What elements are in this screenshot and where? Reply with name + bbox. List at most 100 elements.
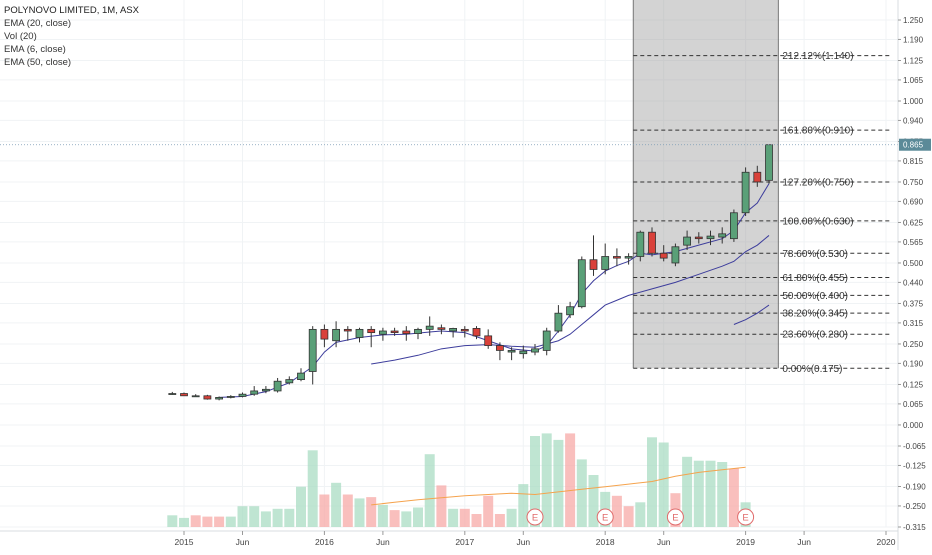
candle-body <box>250 390 259 395</box>
y-tick-label: 0.315 <box>903 319 924 328</box>
x-axis[interactable]: 2015 Jun 2016 Jun 2017 Jun 2018 Jun 2019 Jun 2020 <box>0 530 898 547</box>
candle-body <box>343 328 352 332</box>
volume-bar <box>448 508 459 527</box>
candle-body <box>694 236 703 240</box>
y-tick-label: -0.125 <box>903 461 926 470</box>
candles <box>168 144 773 401</box>
candle-body <box>554 312 563 332</box>
volume-bar <box>506 508 517 527</box>
y-tick-label: 0.125 <box>903 380 924 389</box>
earnings-marker[interactable] <box>666 508 684 526</box>
legend-vol-20[interactable]: Vol (20) <box>4 31 37 42</box>
candle-body <box>355 328 364 338</box>
volume-bar <box>658 442 669 527</box>
volume-bar <box>682 456 693 527</box>
chart-title[interactable]: POLYNOVO LIMITED, 1M, ASX <box>4 5 139 16</box>
volume-bar <box>635 502 646 527</box>
y-tick-label: 1.250 <box>903 16 924 25</box>
volume-bar <box>179 517 189 527</box>
fibonacci-extension[interactable]: 212.12%(1.140) 161.80%(0.910) 127.20%(0.75… <box>632 0 890 375</box>
volume-bar <box>284 508 295 527</box>
volume-bar <box>214 516 225 527</box>
earnings-marker[interactable] <box>737 508 755 526</box>
candle-body <box>320 328 329 340</box>
volume-bar <box>377 504 388 527</box>
candle-body <box>589 259 598 270</box>
candle-body <box>765 144 773 181</box>
candle-body <box>449 328 458 332</box>
volume-bar <box>413 507 423 527</box>
candle-body <box>613 256 621 259</box>
volume-bar <box>401 511 412 527</box>
volume-bar <box>494 514 505 527</box>
volume-bar <box>296 486 306 527</box>
volume-bar <box>319 494 330 527</box>
candle-body <box>378 330 387 335</box>
fib-level-label: 50.00%(0.400) <box>782 291 848 302</box>
candle-body <box>531 348 539 353</box>
grid-lines <box>0 0 898 528</box>
y-tick-label: 0.000 <box>903 421 924 430</box>
y-tick-label: -0.250 <box>903 502 926 511</box>
candle-body <box>238 393 247 397</box>
volume-bar <box>424 454 435 527</box>
ema-line <box>733 304 770 325</box>
candle-body <box>495 345 504 351</box>
candle-body <box>718 233 727 238</box>
candle-body <box>285 379 294 384</box>
volume-bar <box>647 437 657 527</box>
volume-bar <box>588 475 599 527</box>
x-tick-label: Jun <box>516 537 530 547</box>
volume-bar <box>366 497 377 527</box>
legend-ema-20[interactable]: EMA (20, close) <box>4 18 72 29</box>
candle-body <box>203 395 212 400</box>
x-tick-label: Jun <box>376 537 390 547</box>
ema-line <box>371 235 770 365</box>
y-tick-label: 1.125 <box>903 56 924 65</box>
y-tick-label: 1.000 <box>903 97 924 106</box>
legend-ema-50[interactable]: EMA (50, close) <box>4 57 72 68</box>
earnings-marker[interactable] <box>596 508 614 526</box>
legend-ema-6[interactable]: EMA (6, close) <box>4 44 66 55</box>
x-tick-label: Jun <box>797 537 811 547</box>
volume-bar <box>530 436 540 527</box>
candle-body <box>648 231 656 254</box>
y-axis[interactable]: 1.2501.1901.1251.0651.0000.9400.8750.815… <box>897 0 931 550</box>
volume-bar <box>518 484 529 527</box>
y-tick-label: 0.440 <box>903 278 924 287</box>
volume-bar <box>307 450 318 527</box>
y-tick-label: 0.815 <box>903 157 924 166</box>
volume-bar <box>167 515 178 527</box>
y-tick-label: -0.065 <box>903 442 926 451</box>
candle-body <box>566 306 574 316</box>
volume-bar <box>354 498 365 527</box>
candle-body <box>168 393 177 395</box>
fib-level-label: 127.20%(0.750) <box>782 177 853 188</box>
candle-body <box>683 236 691 246</box>
x-tick-label: 2015 <box>175 537 194 547</box>
earnings-marker[interactable] <box>526 508 544 526</box>
fib-level-label: 38.20%(0.345) <box>782 309 848 320</box>
candle-body <box>226 396 235 398</box>
fib-level-label: 23.60%(0.280) <box>782 330 848 341</box>
fib-level-label: 100.00%(0.630) <box>782 216 853 227</box>
fib-level-label: 78.60%(0.530) <box>782 249 848 260</box>
candle-body <box>624 256 633 259</box>
volume-bar <box>202 516 213 527</box>
y-tick-label: 0.500 <box>903 259 924 268</box>
x-tick-label: Jun <box>236 537 250 547</box>
y-tick-label: 1.065 <box>903 76 924 85</box>
volume-bar <box>728 468 739 527</box>
volume-bar <box>249 506 260 527</box>
candle-body <box>191 395 200 398</box>
candle-body <box>308 328 317 372</box>
last-price-badge[interactable] <box>899 138 931 151</box>
y-tick-label: 0.625 <box>903 218 924 227</box>
y-tick-label: 0.750 <box>903 178 924 187</box>
volume-bar <box>693 460 704 527</box>
x-tick-label: 2019 <box>736 537 755 547</box>
